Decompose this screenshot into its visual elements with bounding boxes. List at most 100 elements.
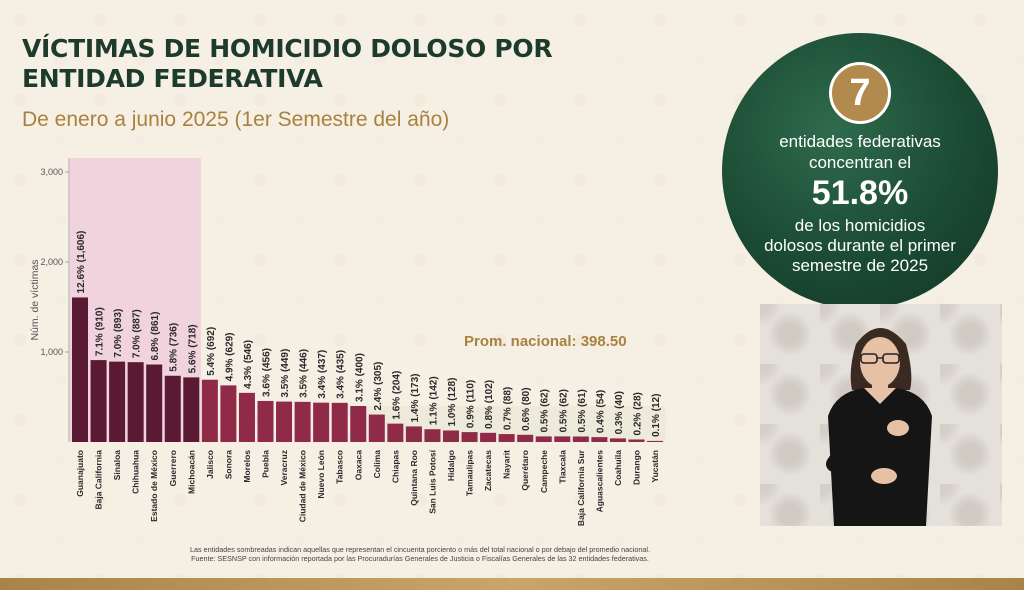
category-label: Tlaxcala: [557, 450, 567, 484]
bar: [591, 437, 608, 442]
bar-value-label: 0.4% (54): [595, 390, 606, 433]
average-label: Prom. nacional: 398.50: [464, 333, 627, 350]
category-label: Veracruz: [279, 450, 289, 485]
bar-value-label: 5.6% (718): [187, 324, 198, 373]
category-label: Baja California Sur: [576, 449, 586, 526]
category-label: Aguascalientes: [594, 450, 604, 513]
bar-value-label: 3.4% (437): [317, 350, 328, 399]
bar-chart: 1,000 2,000 3,000 Núm. de víctimas 12.6% (1,…: [29, 158, 666, 526]
category-label: Ciudad de México: [298, 450, 308, 522]
bar-value-label: 12.6% (1,606): [76, 231, 87, 294]
callout-line: dolosos durante el primer: [764, 236, 956, 255]
bar-value-label: 5.8% (736): [169, 323, 180, 372]
bar-value-label: 0.9% (110): [466, 380, 477, 428]
category-label: Puebla: [261, 450, 271, 478]
bar-value-label: 0.5% (61): [577, 389, 588, 432]
bar: [424, 429, 441, 442]
category-label: Sinaloa: [112, 450, 122, 481]
bar-value-label: 0.3% (40): [614, 391, 625, 434]
bar-value-label: 5.4% (692): [206, 327, 217, 376]
bar: [127, 362, 144, 442]
bar-value-label: 0.5% (62): [540, 389, 551, 432]
category-label: San Luis Potosí: [427, 449, 437, 513]
bar: [72, 297, 88, 442]
bar-value-label: 7.1% (910): [95, 307, 106, 356]
summary-callout: 7 entidades federativas concentran el 51…: [722, 33, 998, 309]
page-subtitle: De enero a junio 2025 (1er Semestre del …: [22, 108, 450, 131]
bar: [331, 402, 348, 442]
bar: [647, 440, 664, 442]
category-label: Yucatán: [650, 450, 660, 483]
bar-value-label: 1.6% (204): [391, 371, 402, 420]
bar-value-label: 7.0% (893): [113, 309, 124, 358]
category-label: Morelos: [242, 450, 252, 483]
category-label: Chihuahua: [131, 450, 141, 494]
category-label: Tamaulipas: [465, 450, 475, 496]
y-tick-label: 3,000: [40, 167, 63, 177]
category-label: Hidalgo: [446, 450, 456, 481]
callout-line: entidades federativas: [779, 132, 941, 151]
page-title: VÍCTIMAS DE HOMICIDIO DOLOSO POR ENTIDAD…: [22, 34, 553, 93]
bar: [609, 438, 626, 442]
category-label: Michoacán: [186, 450, 196, 494]
y-axis-label: Núm. de víctimas: [29, 259, 41, 340]
category-label: Zacatecas: [483, 450, 493, 491]
bar-value-label: 7.0% (887): [132, 309, 143, 358]
category-label: Nayarit: [502, 450, 512, 479]
category-label: Baja California: [94, 450, 104, 510]
callout-percent: 51.8%: [811, 174, 909, 212]
footnote: Las entidades sombreadas indican aquella…: [160, 545, 680, 563]
bar-value-label: 3.4% (435): [336, 350, 347, 399]
bar-value-label: 0.2% (28): [633, 392, 644, 435]
bar: [368, 414, 385, 442]
bar: [276, 401, 293, 442]
bar: [443, 430, 459, 442]
interpreter-icon: [826, 328, 932, 526]
callout-line: concentran el: [808, 153, 912, 172]
bar: [517, 434, 534, 442]
bar: [164, 375, 181, 442]
category-label: Tabasco: [335, 450, 345, 484]
bar: [294, 401, 311, 442]
bar-value-label: 4.9% (629): [224, 332, 235, 381]
bar: [461, 432, 478, 442]
bar: [109, 361, 126, 442]
category-label: Sonora: [223, 450, 233, 480]
bar: [146, 364, 163, 442]
bar-value-label: 1.4% (173): [410, 374, 421, 423]
category-label: Campeche: [539, 450, 549, 493]
callout-line: de los homicidios: [794, 216, 926, 235]
bar-value-label: 3.1% (400): [354, 353, 365, 402]
bar: [535, 436, 552, 442]
bottom-decoration-bar: [0, 578, 1024, 590]
bar: [350, 406, 367, 442]
category-label: Quintana Roo: [409, 450, 419, 506]
bar: [572, 436, 589, 442]
bar: [183, 377, 200, 442]
bar: [257, 400, 274, 442]
footnote-line-1: Las entidades sombreadas indican aquella…: [190, 545, 650, 554]
bar-value-label: 0.5% (62): [558, 389, 569, 432]
category-label: Chiapas: [390, 450, 400, 483]
bar: [387, 423, 404, 442]
bar: [313, 402, 330, 442]
bar: [220, 385, 237, 442]
bar: [498, 434, 515, 442]
category-label: Guanajuato: [75, 450, 85, 497]
category-label: Estado de México: [149, 450, 159, 522]
bar-value-label: 0.7% (88): [503, 387, 514, 430]
y-tick-label: 1,000: [40, 347, 63, 357]
footnote-line-2: Fuente: SESNSP con información reportada…: [191, 554, 649, 563]
category-label: Querétaro: [520, 450, 530, 491]
callout-text-top: entidades federativas concentran el: [722, 131, 998, 173]
callout-text-bottom: de los homicidios dolosos durante el pri…: [722, 216, 998, 276]
bar-value-label: 4.3% (546): [243, 340, 254, 389]
sign-language-video: [760, 304, 1002, 526]
bar: [480, 432, 497, 442]
bar: [405, 426, 422, 442]
bar: [554, 436, 571, 442]
bar-value-label: 1.1% (142): [428, 376, 439, 425]
category-label: Durango: [632, 450, 642, 485]
category-label: Coahuila: [613, 450, 623, 486]
bar: [201, 379, 218, 442]
